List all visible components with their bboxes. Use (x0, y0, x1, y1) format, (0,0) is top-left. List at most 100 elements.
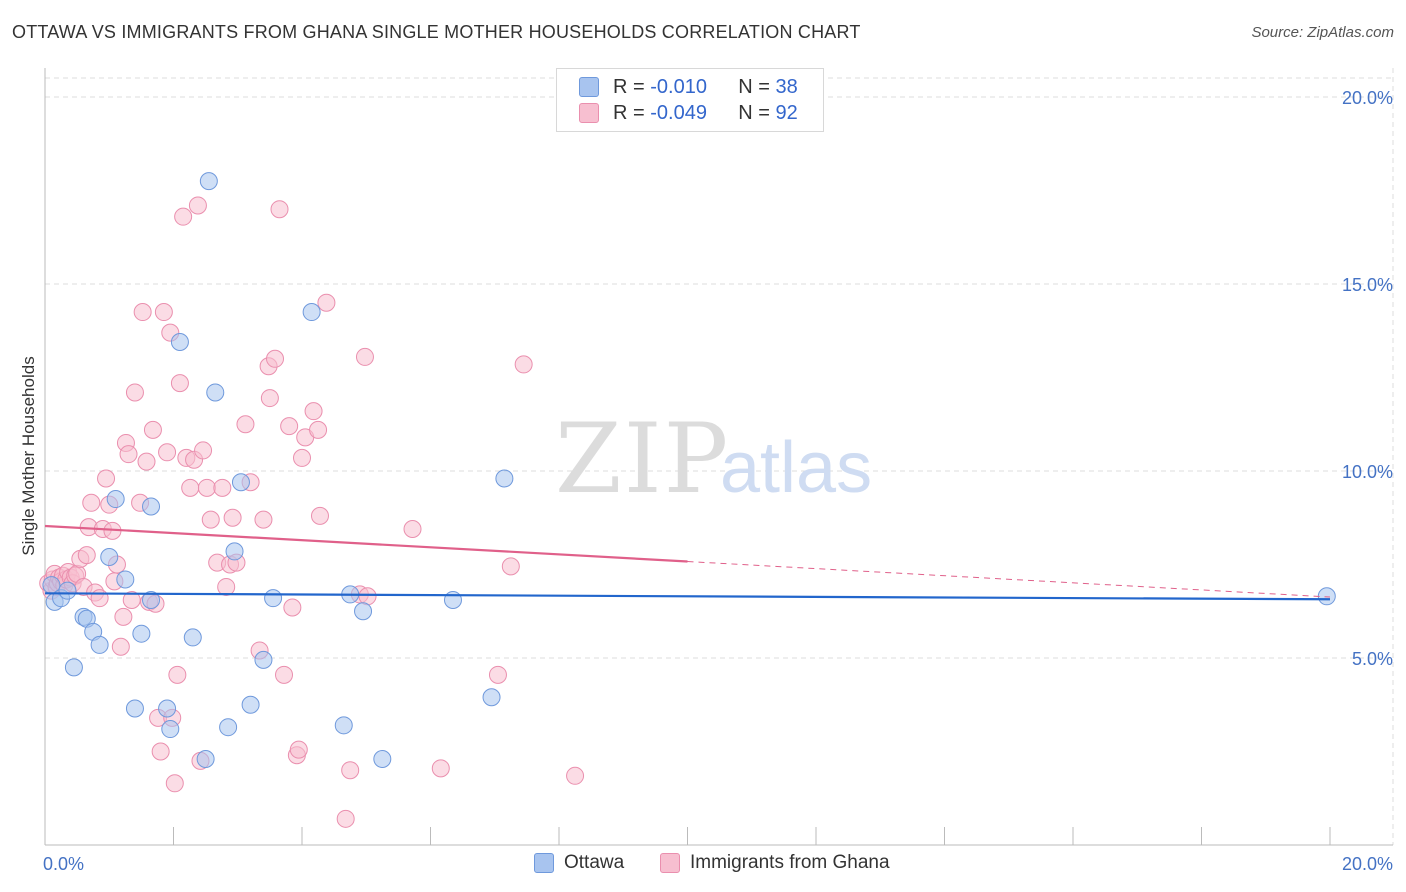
ghana-point (341, 761, 360, 780)
x-tick-label: 20.0% (1342, 854, 1393, 874)
ottawa-point (264, 589, 283, 608)
ottawa-point (142, 591, 161, 610)
ottawa-point (334, 716, 353, 735)
ghana-point (188, 196, 207, 215)
ottawa-point (196, 749, 215, 768)
ottawa-point (58, 581, 77, 600)
legend-r-value: -0.010 (650, 75, 707, 98)
ottawa-point (170, 332, 189, 351)
ottawa-point (225, 542, 244, 561)
ghana-point (260, 389, 279, 408)
series-legend-ghana[interactable]: Immigrants from Ghana (660, 852, 890, 874)
ghana-point (158, 443, 177, 462)
ottawa-point (132, 624, 151, 643)
ghana-point (174, 207, 193, 226)
legend-swatch-ottawa (579, 77, 599, 97)
ghana-point (501, 557, 520, 576)
legend-r-label: R = (613, 75, 645, 98)
ghana-point (165, 774, 184, 793)
ottawa-point (206, 383, 225, 402)
x-tick-label: 0.0% (43, 854, 84, 874)
ghana-point (133, 303, 152, 322)
ghana-point (310, 506, 329, 525)
legend-n-value: 92 (775, 101, 798, 124)
ghana-point (317, 293, 336, 312)
series-swatch-ottawa (534, 853, 554, 873)
ghana-point (304, 402, 323, 421)
ottawa-point (161, 720, 180, 739)
ghana-point (431, 759, 450, 778)
ottawa-point (183, 628, 202, 647)
ghana-point (77, 546, 96, 565)
legend-r-label: R = (613, 101, 645, 124)
ghana-point (82, 493, 101, 512)
ottawa-point (106, 490, 125, 509)
y-tick-label: 5.0% (1352, 649, 1393, 669)
ghana-point (213, 478, 232, 497)
ottawa-point (116, 570, 135, 589)
source-label: Source: ZipAtlas.com (1251, 24, 1394, 41)
legend-row-ghana: R = -0.049 N = 92 (579, 101, 798, 125)
legend-n-label: N = (738, 75, 770, 98)
ghana-point (403, 519, 422, 538)
ottawa-point (1317, 587, 1336, 606)
ghana-trend-extension (687, 561, 1331, 598)
ghana-point (266, 349, 285, 368)
legend-row-ottawa: R = -0.010 N = 38 (579, 75, 798, 99)
ottawa-trend-line (44, 592, 1331, 601)
series-legend-ottawa[interactable]: Ottawa (534, 852, 624, 874)
y-tick-label: 20.0% (1342, 88, 1393, 108)
ghana-point (97, 469, 116, 488)
ghana-point (358, 587, 377, 606)
ghana-point (154, 303, 173, 322)
ghana-point (168, 665, 187, 684)
ghana-point (223, 508, 242, 527)
watermark-atlas: atlas (720, 428, 872, 508)
x-tick-labels: 0.0% 20.0% (43, 854, 1393, 874)
ghana-point (355, 347, 374, 366)
series-swatch-ghana (660, 853, 680, 873)
ghana-point (254, 510, 273, 529)
ghana-point (289, 740, 308, 759)
axes (44, 68, 1393, 846)
ghana-point (143, 420, 162, 439)
ghana-point (114, 607, 133, 626)
watermark: ZIP atlas (555, 403, 872, 515)
grid-lines (45, 68, 1394, 845)
legend-n-value: 38 (775, 75, 798, 98)
ghana-point (194, 441, 213, 460)
ottawa-point (241, 695, 260, 714)
ghana-point (236, 415, 255, 434)
ottawa-point (254, 650, 273, 669)
y-tick-labels: 5.0% 10.0% 15.0% 20.0% (1342, 88, 1393, 669)
series-legend: Ottawa Immigrants from Ghana (0, 852, 1406, 878)
ghana-point (309, 420, 328, 439)
ottawa-point (231, 473, 250, 492)
ottawa-point (373, 749, 392, 768)
ghana-point (488, 665, 507, 684)
series-label-ottawa: Ottawa (564, 852, 625, 873)
ottawa-point (302, 303, 321, 322)
ghana-point (217, 577, 236, 596)
ghana-points (39, 196, 585, 828)
legend-r-value: -0.049 (650, 101, 707, 124)
ottawa-point (100, 548, 119, 567)
ghana-point (122, 591, 141, 610)
series-label-ghana: Immigrants from Ghana (690, 852, 890, 873)
ghana-point (125, 383, 144, 402)
y-tick-label: 15.0% (1342, 275, 1393, 295)
legend-n-label: N = (738, 101, 770, 124)
ottawa-point (158, 699, 177, 718)
ghana-point (283, 598, 302, 617)
ghana-point (280, 417, 299, 436)
watermark-zip: ZIP (555, 403, 730, 515)
ghana-point (336, 809, 355, 828)
ghana-point (293, 448, 311, 467)
ghana-point (566, 766, 585, 785)
ottawa-point (64, 658, 83, 677)
ghana-point (170, 374, 189, 393)
ottawa-point (125, 699, 144, 718)
ghana-point (275, 665, 294, 684)
ottawa-point (90, 635, 109, 654)
